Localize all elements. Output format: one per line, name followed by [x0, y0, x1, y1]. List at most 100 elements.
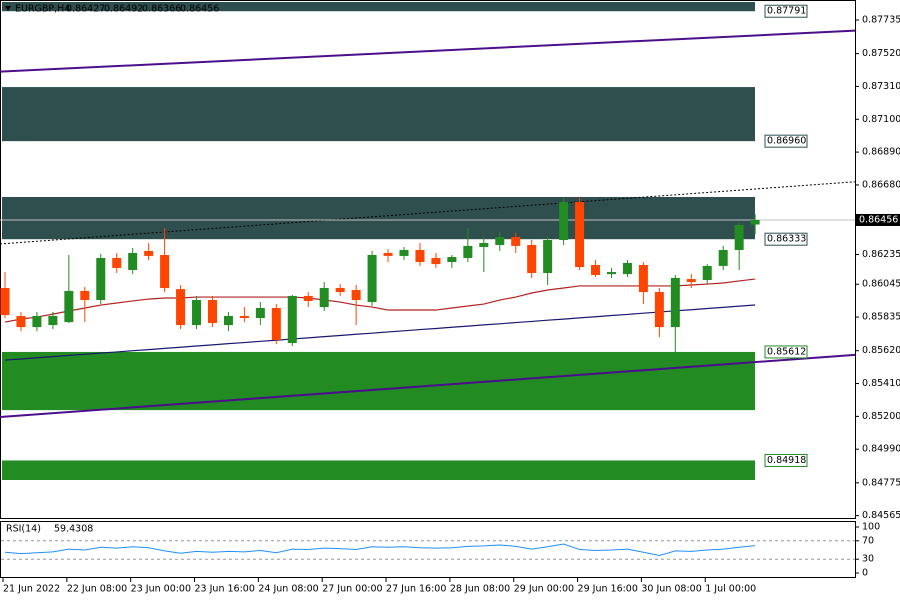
candle-body: [303, 295, 313, 301]
y-tick-label: 0.84565: [862, 510, 900, 521]
candle-body: [702, 265, 712, 281]
rsi-tick-label: 70: [862, 535, 874, 546]
zone: [2, 351, 755, 411]
candle-body: [575, 201, 585, 268]
candle-body: [479, 242, 489, 248]
y-tick-label: 0.85410: [862, 378, 900, 389]
y-tick-label: 0.86235: [862, 249, 900, 260]
main-frame: [0, 0, 856, 519]
candle-body: [622, 262, 632, 275]
candle-body: [654, 292, 664, 328]
zone: [2, 196, 755, 240]
candle-body: [176, 289, 186, 326]
price-tag-label: 0.86456: [859, 214, 898, 225]
candle-body: [686, 279, 696, 283]
rsi-tick-label: 30: [862, 554, 874, 565]
candle-body: [559, 201, 569, 240]
candle-body: [463, 245, 473, 258]
level-tag-label: 0.84918: [767, 455, 806, 466]
price-tag: [856, 213, 900, 226]
x-tick-label: 23 Jun 16:00: [195, 584, 255, 595]
candle-body: [638, 265, 648, 293]
trend-line: [0, 353, 856, 419]
candle-body: [160, 254, 170, 288]
y-tick-label: 0.86890: [862, 147, 900, 158]
y-tick-label: 0.87310: [862, 81, 900, 92]
candle-body: [192, 300, 202, 326]
level-tag: [764, 453, 808, 467]
x-tick-label: 29 Jun 16:00: [578, 584, 638, 595]
candle-body: [750, 219, 760, 225]
moving-average: [4, 278, 756, 323]
candle-body: [447, 257, 457, 263]
symbol: EURGBP,H4: [15, 4, 70, 15]
x-tick-label: 27 Jun 00:00: [322, 584, 382, 595]
candle-body: [543, 239, 553, 273]
x-tick-label: 23 Jun 00:00: [131, 584, 191, 595]
level-tag: [764, 345, 808, 359]
y-tick-label: 0.84775: [862, 477, 900, 488]
candle-body: [670, 277, 680, 328]
candle-body: [367, 254, 377, 303]
level-tag-label: 0.87791: [767, 6, 806, 17]
x-tick-label: 21 Jun 2022: [3, 584, 60, 595]
candle-body: [0, 287, 10, 316]
y-tick-label: 0.84990: [862, 444, 900, 455]
candle-body: [255, 308, 265, 319]
zone: [2, 87, 755, 142]
rsi-line: [4, 543, 756, 557]
level-tag-label: 0.85612: [767, 346, 806, 357]
candle-body: [271, 308, 281, 341]
header-open: 0.86427: [66, 4, 105, 15]
candle-body: [319, 287, 329, 308]
y-tick-label: 0.85835: [862, 312, 900, 323]
candle-body: [734, 224, 744, 250]
candle-body: [112, 257, 122, 268]
candle-body: [207, 300, 217, 324]
y-tick-label: 0.86045: [862, 279, 900, 290]
header-low: 0.86366: [142, 4, 181, 15]
candle-body: [128, 252, 138, 271]
x-tick-label: 24 Jun 08:00: [258, 584, 318, 595]
rsi-frame: [0, 521, 856, 578]
candle-body: [16, 315, 26, 328]
header-high: 0.86492: [104, 4, 143, 15]
y-tick-label: 0.85620: [862, 345, 900, 356]
candle-body: [64, 290, 74, 323]
candle-body: [223, 315, 233, 326]
y-tick-label: 0.87100: [862, 114, 900, 125]
trend-line: [0, 29, 856, 73]
header-close: 0.86456: [180, 4, 219, 15]
x-tick-label: 27 Jun 16:00: [386, 584, 446, 595]
candle-body: [32, 315, 42, 328]
collapse-icon[interactable]: [5, 6, 11, 11]
x-tick-label: 30 Jun 08:00: [641, 584, 701, 595]
moving-average: [4, 304, 756, 361]
candle-body: [351, 290, 361, 301]
candle-body: [144, 250, 154, 256]
candle-body: [495, 237, 505, 245]
rsi-label: RSI(14): [6, 524, 41, 535]
rsi-tick-label: 100: [862, 522, 880, 533]
zone: [2, 2, 755, 12]
candle-body: [606, 272, 616, 275]
level-tag-label: 0.86960: [767, 136, 806, 147]
candle-body: [415, 249, 425, 263]
candle-body: [591, 265, 601, 276]
candle-body: [48, 315, 58, 326]
y-tick-label: 0.85200: [862, 411, 900, 422]
zone: [2, 460, 755, 481]
candle-body: [80, 290, 90, 301]
x-tick-label: 28 Jun 08:00: [450, 584, 510, 595]
candle-body: [287, 295, 297, 344]
level-tag-label: 0.86333: [767, 234, 806, 245]
candle-body: [431, 257, 441, 265]
level-tag: [764, 134, 808, 148]
candle-body: [96, 257, 106, 301]
x-tick-label: 22 Jun 08:00: [67, 584, 127, 595]
trend-line: [0, 181, 856, 245]
candle-body: [239, 315, 249, 319]
rsi-tick-label: 0: [862, 568, 868, 579]
level-tag: [764, 4, 808, 18]
